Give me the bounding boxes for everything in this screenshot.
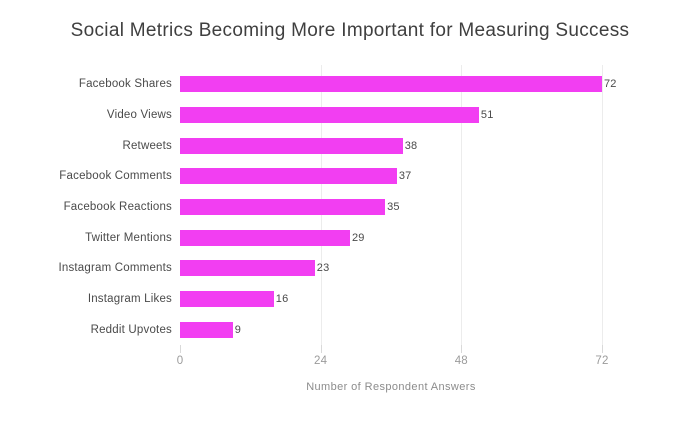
- category-label: Facebook Comments: [59, 170, 172, 183]
- x-tick-label: 24: [314, 355, 328, 368]
- gridline: [461, 65, 463, 346]
- bar-row: Instagram Likes 16: [0, 284, 684, 315]
- bar: [180, 107, 479, 124]
- bar-value-label: 51: [480, 109, 494, 122]
- bar-track: 51: [180, 107, 684, 124]
- bar-row: Facebook Reactions 35: [0, 192, 684, 223]
- bar-track: 16: [180, 291, 684, 308]
- bar-row: Facebook Comments 37: [0, 161, 684, 192]
- x-tick-mark: [461, 345, 463, 354]
- bar: [180, 321, 233, 338]
- gridline: [601, 65, 603, 346]
- category-label: Facebook Shares: [78, 78, 172, 91]
- x-tick-mark: [320, 345, 322, 354]
- bar-track: 29: [180, 229, 684, 246]
- bar-row: Retweets 38: [0, 130, 684, 161]
- bar-row: Facebook Shares 72: [0, 69, 684, 100]
- bar-value-label: 37: [398, 170, 412, 183]
- category-label: Instagram Likes: [87, 293, 172, 306]
- x-tick-label: 48: [454, 355, 468, 368]
- x-axis-title: Number of Respondent Answers: [306, 381, 476, 394]
- bar-value-label: 16: [275, 293, 289, 306]
- category-label: Facebook Reactions: [63, 201, 172, 214]
- bar-track: 35: [180, 199, 684, 216]
- bar-row: Reddit Upvotes 9: [0, 315, 684, 346]
- bar-track: 38: [180, 137, 684, 154]
- bar-value-label: 35: [387, 201, 400, 214]
- bar: [180, 137, 403, 154]
- bar-track: 23: [180, 260, 684, 277]
- bar: [180, 291, 274, 308]
- category-label: Video Views: [106, 109, 172, 122]
- bar-row: Video Views 51: [0, 100, 684, 131]
- bar-track: 72: [180, 76, 684, 93]
- category-label: Reddit Upvotes: [90, 323, 172, 336]
- bar: [180, 168, 397, 185]
- bar-value-label: 38: [404, 139, 418, 152]
- bar-track: 37: [180, 168, 684, 185]
- bar: [180, 229, 350, 246]
- chart-area: Facebook Shares 72 Video Views 51 Retweets 38…: [0, 65, 700, 403]
- x-tick-mark: [601, 345, 603, 354]
- bar-row: Twitter Mentions 29: [0, 222, 684, 253]
- x-tick-label: 72: [595, 355, 609, 368]
- bar-rows: Facebook Shares 72 Video Views 51 Retweets 38…: [0, 69, 684, 345]
- category-label: Retweets: [122, 139, 172, 152]
- bar: [180, 260, 315, 277]
- bar: [180, 199, 386, 216]
- plot: Facebook Shares 72 Video Views 51 Retweets 38…: [0, 65, 684, 346]
- chart-title: Social Metrics Becoming More Important f…: [70, 20, 630, 41]
- category-label: Instagram Comments: [58, 262, 172, 275]
- bar-value-label: 29: [351, 231, 365, 244]
- bar-row: Instagram Comments 23: [0, 253, 684, 284]
- x-tick-mark: [180, 345, 181, 354]
- x-axis: Number of Respondent Answers 0 24 48 72: [176, 345, 684, 403]
- bar-value-label: 23: [316, 262, 330, 275]
- bar-value-label: 72: [603, 78, 617, 91]
- bar: [180, 76, 602, 93]
- x-tick-label: 0: [176, 355, 184, 368]
- category-label: Twitter Mentions: [85, 231, 172, 244]
- bar-track: 9: [180, 321, 684, 338]
- bar-value-label: 9: [234, 323, 242, 336]
